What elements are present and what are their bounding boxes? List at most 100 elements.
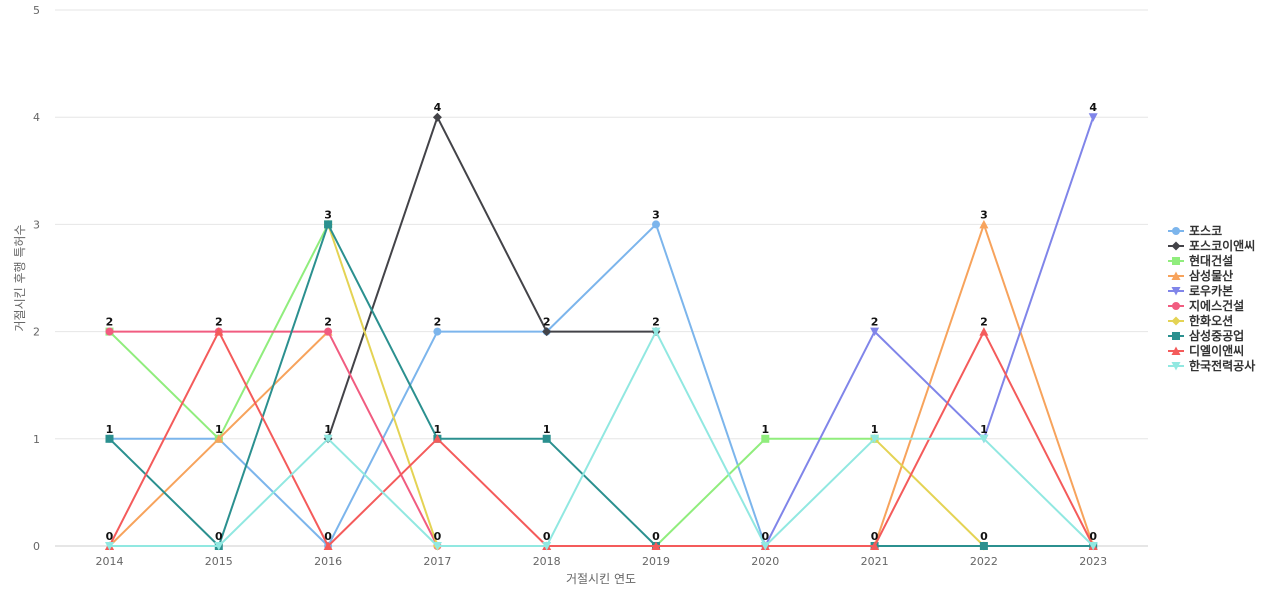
- legend-marker: [1172, 227, 1180, 235]
- legend-label: 포스코: [1189, 224, 1222, 238]
- data-point: [542, 542, 552, 551]
- legend-marker: [1172, 302, 1180, 310]
- data-label: 2: [543, 316, 551, 329]
- data-point: [870, 327, 880, 337]
- series-line: [873, 223, 1095, 547]
- data-label: 1: [543, 423, 551, 436]
- data-point: [651, 541, 661, 550]
- data-label: 4: [1089, 101, 1097, 114]
- data-point: [979, 327, 989, 336]
- x-tick-label: 2016: [314, 555, 342, 568]
- legend-marker: [1171, 241, 1181, 251]
- legend-marker: [1171, 346, 1181, 355]
- legend-marker: [1172, 332, 1180, 340]
- series-line: [109, 330, 1094, 547]
- series-line: [109, 223, 767, 547]
- x-tick-label: 2015: [205, 555, 233, 568]
- legend-item[interactable]: 포스코이앤씨: [1168, 238, 1255, 253]
- series-2[interactable]: [323, 112, 661, 444]
- series-8[interactable]: [105, 220, 1098, 550]
- data-point: [979, 434, 989, 444]
- legend-marker: [1171, 362, 1181, 371]
- y-tick-label: 1: [33, 433, 40, 446]
- y-tick-label: 0: [33, 540, 40, 553]
- x-axis-title: 거절시킨 연도: [566, 572, 636, 586]
- data-point: [979, 219, 989, 229]
- data-point: [324, 327, 333, 336]
- y-tick-label: 2: [33, 326, 40, 339]
- x-tick-label: 2014: [96, 555, 124, 568]
- data-label: 0: [106, 530, 114, 543]
- legend-label: 디엘이앤씨: [1189, 343, 1244, 358]
- legend[interactable]: 포스코포스코이앤씨현대건설삼성물산로우카본지에스건설한화오션삼성중공업디엘이앤씨…: [1168, 224, 1255, 373]
- y-axis-title: 거절시킨 후행 특허수: [12, 225, 27, 332]
- legend-item[interactable]: 삼성물산: [1168, 268, 1233, 283]
- legend-label: 삼성중공업: [1189, 328, 1244, 343]
- data-point: [214, 327, 224, 336]
- data-label: 1: [434, 423, 442, 436]
- data-label: 2: [324, 316, 332, 329]
- series-1[interactable]: [105, 220, 770, 550]
- x-axis-ticks: 2014 2015 2016 2017 2018 2019 2020 2021 2022 2023: [96, 555, 1108, 568]
- data-point: [979, 542, 988, 550]
- series-3[interactable]: [105, 220, 879, 550]
- data-label: 0: [871, 530, 879, 543]
- series-line: [873, 438, 985, 547]
- data-point: [432, 112, 442, 122]
- data-label: 3: [980, 208, 988, 221]
- legend-label: 지에스건설: [1189, 298, 1244, 313]
- series-lines: [105, 112, 1098, 551]
- legend-item[interactable]: 포스코: [1168, 224, 1222, 238]
- legend-label: 삼성물산: [1189, 268, 1233, 283]
- legend-marker: [1171, 271, 1181, 280]
- data-point: [542, 434, 551, 443]
- x-tick-label: 2018: [533, 555, 561, 568]
- series-10[interactable]: [105, 327, 1098, 551]
- data-point: [324, 220, 333, 229]
- data-label: 2: [652, 316, 660, 329]
- data-label: 1: [324, 423, 332, 436]
- data-label: 1: [980, 423, 988, 436]
- data-point: [542, 327, 552, 337]
- legend-label: 포스코이앤씨: [1189, 238, 1255, 253]
- data-label: 3: [324, 208, 332, 221]
- data-point: [1088, 113, 1098, 122]
- legend-item[interactable]: 로우카본: [1168, 283, 1233, 298]
- data-point: [870, 434, 880, 444]
- series-line: [108, 223, 657, 547]
- legend-item[interactable]: 한화오션: [1168, 313, 1233, 328]
- legend-item[interactable]: 디엘이앤씨: [1168, 343, 1244, 358]
- data-label: 0: [761, 530, 769, 543]
- series-7[interactable]: [323, 219, 989, 551]
- series-line: [109, 330, 439, 547]
- legend-marker: [1172, 257, 1180, 265]
- data-point: [105, 327, 114, 336]
- series-line: [327, 116, 656, 440]
- data-label: 0: [980, 530, 988, 543]
- data-point: [323, 541, 333, 550]
- data-label: 2: [871, 316, 879, 329]
- y-tick-label: 3: [33, 218, 40, 231]
- x-tick-label: 2017: [423, 555, 451, 568]
- data-label: 0: [652, 530, 660, 543]
- data-label: 0: [324, 530, 332, 543]
- x-tick-label: 2020: [751, 555, 779, 568]
- data-labels: 2 1 0 2 1 0 3 2 1 0 4 2 1 0 2 1 0 3 2 0 1 0 2 1 0 3 2 1 0 4 0: [106, 101, 1098, 543]
- x-tick-label: 2023: [1079, 555, 1107, 568]
- series-4[interactable]: [105, 219, 1098, 550]
- legend-item[interactable]: 현대건설: [1168, 253, 1233, 268]
- data-point: [651, 327, 661, 337]
- data-point: [652, 220, 660, 229]
- legend-item[interactable]: 지에스건설: [1168, 298, 1244, 313]
- legend-item[interactable]: 삼성중공업: [1168, 328, 1244, 343]
- legend-item[interactable]: 한국전력공사: [1168, 358, 1255, 373]
- data-label: 0: [1089, 530, 1097, 543]
- legend-label: 현대건설: [1189, 253, 1233, 268]
- y-tick-label: 4: [33, 111, 40, 124]
- legend-label: 로우카본: [1189, 283, 1233, 298]
- series-line: [764, 116, 1095, 547]
- data-point: [432, 434, 442, 443]
- data-label: 2: [980, 316, 988, 329]
- data-label: 4: [434, 101, 442, 114]
